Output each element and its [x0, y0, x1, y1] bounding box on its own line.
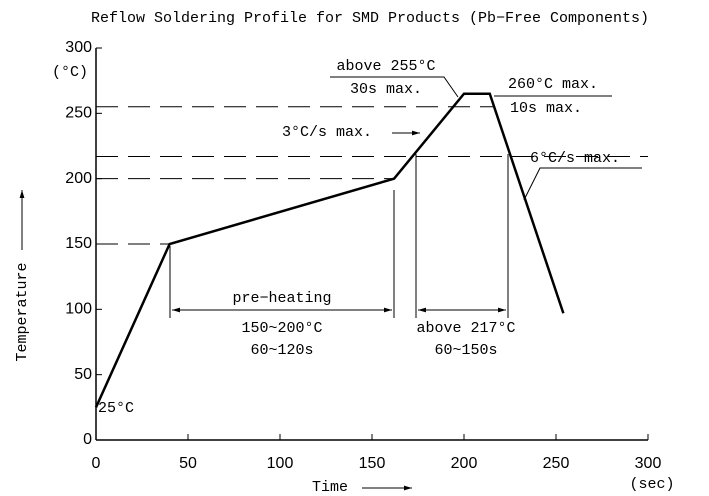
annotation: 60~120s [250, 342, 313, 359]
annotation: above 217°C [416, 320, 515, 337]
leader [330, 76, 459, 98]
y-tick-label: 300 [65, 39, 92, 56]
annotation: 6°C/s max. [530, 150, 620, 167]
y-axis-label: Temperature [14, 262, 31, 361]
x-unit: (sec) [629, 476, 674, 493]
annotation: 150~200°C [241, 320, 322, 337]
x-tick-label: 0 [92, 455, 101, 472]
x-tick-label: 50 [179, 455, 197, 472]
x-tick-label: 300 [635, 455, 662, 472]
annotation: 10s max. [510, 100, 582, 117]
x-tick-label: 200 [451, 455, 478, 472]
y-tick-label: 150 [65, 235, 92, 252]
annotation: 30s max. [350, 81, 422, 98]
y-tick-label: 100 [65, 301, 92, 318]
annotation: 25°C [98, 400, 134, 417]
annotation: 60~150s [434, 342, 497, 359]
y-unit: (°C) [52, 64, 88, 81]
y-tick-label: 50 [74, 366, 92, 383]
annotation: pre−heating [232, 290, 331, 307]
x-axis-label: Time [312, 479, 348, 496]
y-tick-label: 250 [65, 105, 92, 122]
x-tick-label: 150 [359, 455, 386, 472]
x-tick-label: 250 [543, 455, 570, 472]
annotation: 260°C max. [508, 76, 598, 93]
annotation: 3°C/s max. [282, 124, 372, 141]
profile-line [94, 92, 565, 408]
leader [523, 167, 642, 201]
y-tick-label: 0 [83, 431, 92, 448]
annotation: above 255°C [336, 58, 435, 75]
x-tick-label: 100 [267, 455, 294, 472]
chart-title: Reflow Soldering Profile for SMD Product… [91, 10, 649, 27]
y-tick-label: 200 [65, 170, 92, 187]
